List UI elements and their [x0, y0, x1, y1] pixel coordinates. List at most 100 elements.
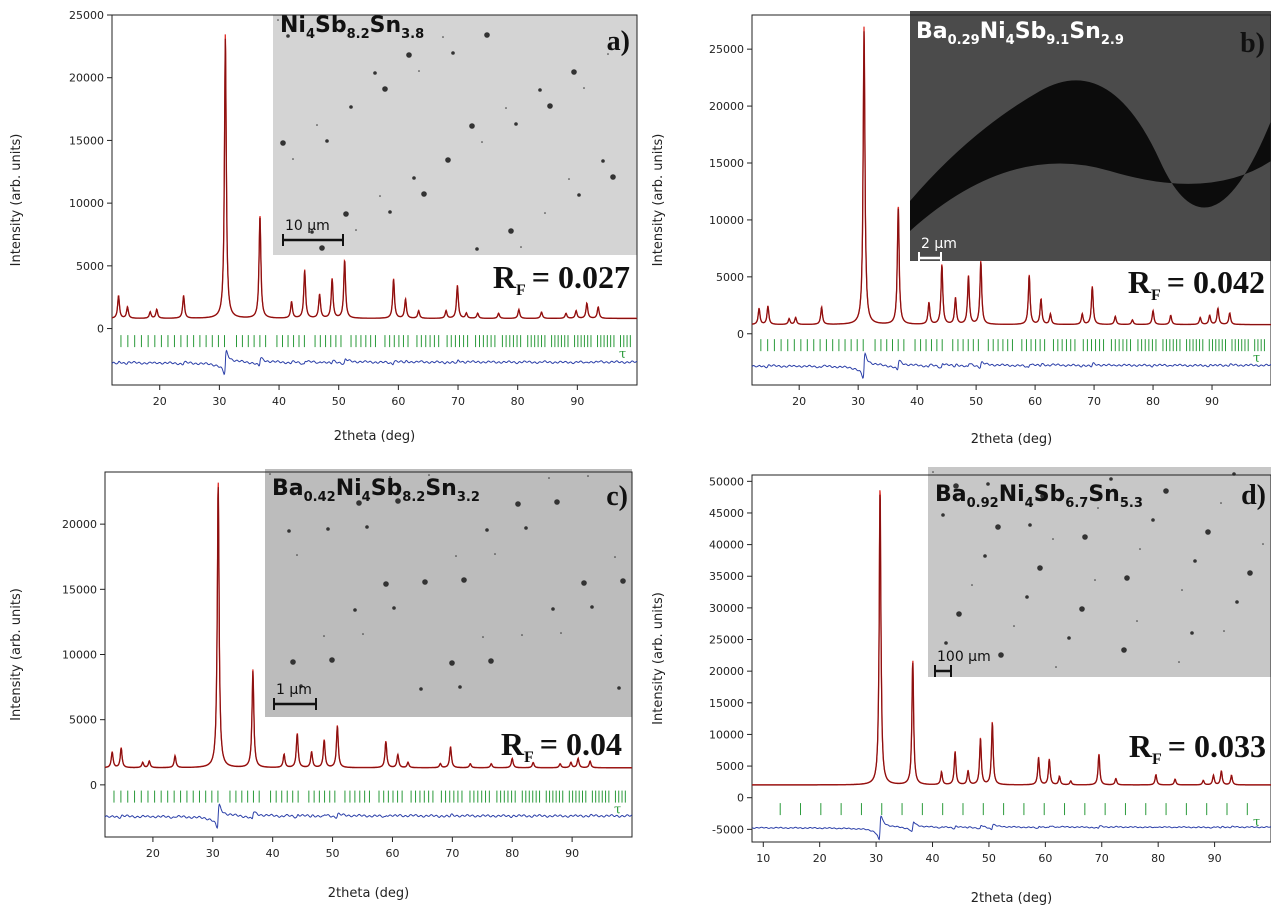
- formula-subscript: 6.7: [1065, 496, 1088, 511]
- micrograph-pore: [1079, 606, 1085, 612]
- rf-number: = 0.04: [540, 726, 622, 762]
- micrograph-pore: [538, 88, 542, 92]
- micrograph-pore: [428, 474, 430, 476]
- micrograph-pore: [560, 632, 562, 634]
- micrograph-pore: [362, 633, 364, 635]
- calculated-series: [751, 31, 1271, 326]
- formula-subscript: 8.2: [402, 490, 425, 505]
- panel-a: 20 30 40 50 60 70 80 90 0 5000 10000 15000 20000 2500…: [0, 0, 640, 457]
- y-tick-label: 35000: [709, 570, 744, 583]
- rf-subscript: F: [516, 282, 526, 299]
- rf-symbol: R: [1128, 264, 1152, 300]
- formula-element: Ni: [280, 13, 306, 38]
- rf-symbol: R: [1129, 728, 1153, 764]
- x-tick-label: 90: [1208, 852, 1222, 865]
- calculated-series: [752, 494, 1271, 786]
- micrograph-pore: [1028, 523, 1032, 527]
- rf-value: RF = 0.04: [501, 726, 622, 766]
- micrograph-pore: [547, 103, 553, 109]
- micrograph-pore: [508, 228, 514, 234]
- x-tick-label: 90: [565, 847, 579, 860]
- y-tick-label: 20000: [62, 518, 97, 531]
- panel-d: 10 20 30 40 50 60 70 80 90 -5000 0 5000 10000 15000 20…: [640, 457, 1271, 914]
- chart-b: 20 30 40 50 60 70 80 90 0 5000 10000 15000 20000 2500…: [651, 11, 1271, 447]
- micrograph-pore: [395, 498, 401, 504]
- y-tick-label: 10000: [62, 649, 97, 662]
- micrograph-pore: [356, 500, 362, 506]
- scale-bar-label: 100 µm: [937, 649, 991, 665]
- micrograph-pore: [1151, 518, 1155, 522]
- x-tick-label: 30: [851, 395, 865, 408]
- y-tick-label: 40000: [709, 539, 744, 552]
- panel-letter: d): [1241, 480, 1266, 511]
- micrograph-pore: [316, 124, 318, 126]
- micrograph-pore: [1220, 502, 1222, 504]
- micrograph-image: [928, 467, 1271, 677]
- sample-formula: Ni4Sb8.2Sn3.8: [280, 13, 424, 42]
- micrograph-pore: [944, 641, 948, 645]
- x-tick-label: 40: [266, 847, 280, 860]
- y-tick-label: 5000: [69, 714, 97, 727]
- micrograph-pore: [389, 476, 391, 478]
- x-tick-label: 60: [385, 847, 399, 860]
- micrograph-pore: [373, 71, 377, 75]
- micrograph-pore: [481, 141, 483, 143]
- micrograph-pore: [544, 212, 546, 214]
- micrograph-pore: [1139, 548, 1141, 550]
- x-tick-label: 30: [869, 852, 883, 865]
- y-tick-label: 25000: [709, 43, 744, 56]
- x-tick-label: 70: [445, 847, 459, 860]
- x-tick-label: 90: [1205, 395, 1219, 408]
- y-tick-label: 20000: [69, 72, 104, 85]
- formula-subscript: 0.42: [304, 490, 336, 505]
- y-tick-label: 25000: [709, 634, 744, 647]
- x-tick-label: 30: [212, 395, 226, 408]
- x-tick-label: 70: [1087, 395, 1101, 408]
- micrograph-pore: [292, 158, 294, 160]
- x-tick-label: 50: [326, 847, 340, 860]
- micrograph-pore: [1052, 538, 1054, 540]
- micrograph-pore: [515, 501, 521, 507]
- rf-value: RF = 0.033: [1129, 728, 1266, 768]
- micrograph-pore: [323, 635, 325, 637]
- chart-a: 20 30 40 50 60 70 80 90 0 5000 10000 15000 20000 2500…: [9, 9, 638, 444]
- formula-element: Sb: [371, 476, 403, 501]
- micrograph-pore: [421, 191, 427, 197]
- x-tick-label: 20: [146, 847, 160, 860]
- panel-letter: a): [607, 26, 630, 57]
- micrograph-pore: [1193, 559, 1197, 563]
- micrograph-pore: [1097, 507, 1099, 509]
- formula-subscript: 0.92: [967, 496, 999, 511]
- phase-marker-label: τ: [614, 803, 621, 818]
- micrograph-pore: [1262, 543, 1264, 545]
- micrograph-pore: [514, 122, 518, 126]
- x-tick-label: 80: [505, 847, 519, 860]
- difference-series: [751, 815, 1271, 841]
- micrograph-pore: [290, 659, 296, 665]
- panel-c: 20 30 40 50 60 70 80 90 0 5000 10000 15000 20000 τ 2th…: [0, 457, 640, 914]
- formula-element: Ba: [916, 19, 948, 44]
- x-axis-title: 2theta (deg): [334, 429, 415, 444]
- micrograph-pore: [601, 159, 605, 163]
- micrograph-pore: [568, 178, 570, 180]
- micrograph-pore: [1247, 570, 1253, 576]
- x-tick-label: 80: [511, 395, 525, 408]
- rf-number: = 0.027: [532, 259, 630, 295]
- y-tick-label: 0: [97, 323, 104, 336]
- rf-subscript: F: [524, 749, 534, 766]
- micrograph-pore: [1121, 647, 1127, 653]
- micrograph-pore: [587, 475, 589, 477]
- micrograph-pore: [488, 658, 494, 664]
- micrograph-pore: [1235, 600, 1239, 604]
- x-axis-title: 2theta (deg): [971, 891, 1052, 906]
- micrograph-pore: [620, 578, 626, 584]
- y-axis-title: Intensity (arb. units): [651, 134, 666, 267]
- y-axis-title: Intensity (arb. units): [651, 592, 666, 725]
- micrograph-pore: [1094, 579, 1096, 581]
- x-tick-label: 70: [451, 395, 465, 408]
- micrograph-pore: [484, 32, 490, 38]
- x-tick-label: 20: [153, 395, 167, 408]
- formula-subscript: 9.1: [1046, 33, 1069, 48]
- micrograph-pore: [485, 528, 489, 532]
- micrograph-pore: [299, 684, 303, 688]
